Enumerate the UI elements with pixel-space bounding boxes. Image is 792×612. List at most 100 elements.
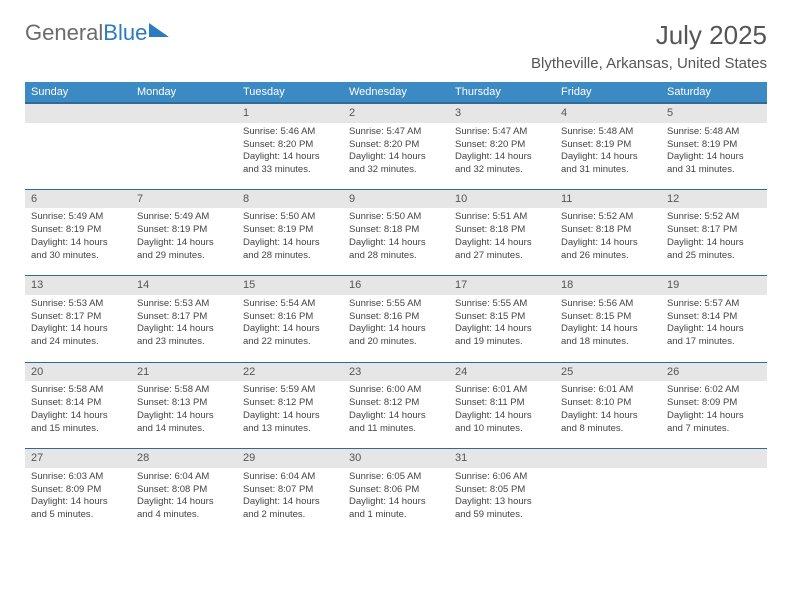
daylight-text: Daylight: 14 hours and 15 minutes. — [31, 410, 125, 436]
day-detail: Sunrise: 5:55 AMSunset: 8:15 PMDaylight:… — [449, 295, 555, 353]
sunset-text: Sunset: 8:08 PM — [137, 484, 231, 497]
day-number — [661, 449, 767, 468]
sunrise-text: Sunrise: 5:56 AM — [561, 298, 655, 311]
day-number: 25 — [555, 363, 661, 382]
day-cell: 8Sunrise: 5:50 AMSunset: 8:19 PMDaylight… — [237, 190, 343, 276]
daylight-text: Daylight: 14 hours and 8 minutes. — [561, 410, 655, 436]
sunrise-text: Sunrise: 5:52 AM — [667, 211, 761, 224]
sunrise-text: Sunrise: 6:04 AM — [137, 471, 231, 484]
day-cell: 24Sunrise: 6:01 AMSunset: 8:11 PMDayligh… — [449, 363, 555, 449]
daylight-text: Daylight: 14 hours and 13 minutes. — [243, 410, 337, 436]
title-block: July 2025 Blytheville, Arkansas, United … — [531, 20, 767, 72]
day-cell: 27Sunrise: 6:03 AMSunset: 8:09 PMDayligh… — [25, 449, 131, 535]
day-number: 19 — [661, 276, 767, 295]
sunset-text: Sunset: 8:14 PM — [31, 397, 125, 410]
day-detail: Sunrise: 6:04 AMSunset: 8:08 PMDaylight:… — [131, 468, 237, 526]
day-number: 11 — [555, 190, 661, 209]
day-cell: 11Sunrise: 5:52 AMSunset: 8:18 PMDayligh… — [555, 190, 661, 276]
weekday-header: Tuesday — [237, 82, 343, 103]
sunrise-text: Sunrise: 5:55 AM — [455, 298, 549, 311]
sunset-text: Sunset: 8:07 PM — [243, 484, 337, 497]
sunset-text: Sunset: 8:17 PM — [31, 311, 125, 324]
daylight-text: Daylight: 14 hours and 33 minutes. — [243, 151, 337, 177]
header: GeneralBlue July 2025 Blytheville, Arkan… — [25, 20, 767, 72]
sunset-text: Sunset: 8:12 PM — [243, 397, 337, 410]
day-number: 10 — [449, 190, 555, 209]
day-cell: 15Sunrise: 5:54 AMSunset: 8:16 PMDayligh… — [237, 276, 343, 362]
day-cell: 29Sunrise: 6:04 AMSunset: 8:07 PMDayligh… — [237, 449, 343, 535]
day-detail: Sunrise: 5:55 AMSunset: 8:16 PMDaylight:… — [343, 295, 449, 353]
daylight-text: Daylight: 14 hours and 10 minutes. — [455, 410, 549, 436]
day-number: 16 — [343, 276, 449, 295]
day-detail: Sunrise: 5:48 AMSunset: 8:19 PMDaylight:… — [661, 123, 767, 181]
daylight-text: Daylight: 14 hours and 32 minutes. — [349, 151, 443, 177]
day-cell: 26 Sunrise: 6:02 AMSunset: 8:09 PMDayligh… — [661, 363, 767, 449]
sunrise-text: Sunrise: 6:03 AM — [31, 471, 125, 484]
sunset-text: Sunset: 8:16 PM — [349, 311, 443, 324]
day-cell: 22Sunrise: 5:59 AMSunset: 8:12 PMDayligh… — [237, 363, 343, 449]
day-number: 31 — [449, 449, 555, 468]
week-row: 6Sunrise: 5:49 AMSunset: 8:19 PMDaylight… — [25, 190, 767, 276]
sunrise-text: Sunrise: 5:59 AM — [243, 384, 337, 397]
day-number: 9 — [343, 190, 449, 209]
sunset-text: Sunset: 8:18 PM — [349, 224, 443, 237]
sunset-text: Sunset: 8:19 PM — [667, 139, 761, 152]
day-detail: Sunrise: 5:52 AMSunset: 8:17 PMDaylight:… — [661, 208, 767, 266]
sunset-text: Sunset: 8:09 PM — [667, 397, 761, 410]
sunrise-text: Sunrise: 6:02 AM — [667, 384, 761, 397]
sunset-text: Sunset: 8:19 PM — [31, 224, 125, 237]
day-cell: 18Sunrise: 5:56 AMSunset: 8:15 PMDayligh… — [555, 276, 661, 362]
sunrise-text: Sunrise: 6:06 AM — [455, 471, 549, 484]
sunset-text: Sunset: 8:13 PM — [137, 397, 231, 410]
day-number: 4 — [555, 104, 661, 123]
weekday-header: Monday — [131, 82, 237, 103]
daylight-text: Daylight: 14 hours and 28 minutes. — [243, 237, 337, 263]
brand-word2: Blue — [103, 20, 169, 46]
day-detail: Sunrise: 5:49 AMSunset: 8:19 PMDaylight:… — [131, 208, 237, 266]
day-detail: Sunrise: 6:04 AMSunset: 8:07 PMDaylight:… — [237, 468, 343, 526]
sunrise-text: Sunrise: 5:54 AM — [243, 298, 337, 311]
day-detail: Sunrise: 5:48 AMSunset: 8:19 PMDaylight:… — [555, 123, 661, 181]
daylight-text: Daylight: 14 hours and 24 minutes. — [31, 323, 125, 349]
day-number: 6 — [25, 190, 131, 209]
sunrise-text: Sunrise: 5:47 AM — [349, 126, 443, 139]
sunset-text: Sunset: 8:14 PM — [667, 311, 761, 324]
day-detail: Sunrise: 5:58 AMSunset: 8:13 PMDaylight:… — [131, 381, 237, 439]
sunset-text: Sunset: 8:15 PM — [455, 311, 549, 324]
day-detail: Sunrise: 5:56 AMSunset: 8:15 PMDaylight:… — [555, 295, 661, 353]
sunset-text: Sunset: 8:19 PM — [243, 224, 337, 237]
daylight-text: Daylight: 14 hours and 20 minutes. — [349, 323, 443, 349]
day-detail: Sunrise: 6:00 AMSunset: 8:12 PMDaylight:… — [343, 381, 449, 439]
day-cell: 2Sunrise: 5:47 AMSunset: 8:20 PMDaylight… — [343, 103, 449, 189]
day-cell: 19Sunrise: 5:57 AMSunset: 8:14 PMDayligh… — [661, 276, 767, 362]
weekday-header: Friday — [555, 82, 661, 103]
sunset-text: Sunset: 8:18 PM — [561, 224, 655, 237]
day-detail: Sunrise: 6:06 AMSunset: 8:05 PMDaylight:… — [449, 468, 555, 526]
day-detail: Sunrise: 5:51 AMSunset: 8:18 PMDaylight:… — [449, 208, 555, 266]
day-detail: Sunrise: 6:01 AMSunset: 8:11 PMDaylight:… — [449, 381, 555, 439]
day-cell: 3Sunrise: 5:47 AMSunset: 8:20 PMDaylight… — [449, 103, 555, 189]
day-number: 8 — [237, 190, 343, 209]
sunset-text: Sunset: 8:19 PM — [137, 224, 231, 237]
day-detail: Sunrise: 5:57 AMSunset: 8:14 PMDaylight:… — [661, 295, 767, 353]
day-number: 26 — [661, 363, 767, 382]
day-detail: Sunrise: 5:49 AMSunset: 8:19 PMDaylight:… — [25, 208, 131, 266]
daylight-text: Daylight: 14 hours and 28 minutes. — [349, 237, 443, 263]
brand-word2-text: Blue — [103, 20, 147, 46]
daylight-text: Daylight: 14 hours and 31 minutes. — [667, 151, 761, 177]
sunrise-text: Sunrise: 6:00 AM — [349, 384, 443, 397]
sunrise-text: Sunrise: 5:55 AM — [349, 298, 443, 311]
sunset-text: Sunset: 8:09 PM — [31, 484, 125, 497]
daylight-text: Daylight: 14 hours and 7 minutes. — [667, 410, 761, 436]
day-cell: 7Sunrise: 5:49 AMSunset: 8:19 PMDaylight… — [131, 190, 237, 276]
daylight-text: Daylight: 14 hours and 11 minutes. — [349, 410, 443, 436]
daylight-text: Daylight: 14 hours and 29 minutes. — [137, 237, 231, 263]
day-number: 5 — [661, 104, 767, 123]
sunrise-text: Sunrise: 6:01 AM — [455, 384, 549, 397]
day-number: 2 — [343, 104, 449, 123]
day-number: 29 — [237, 449, 343, 468]
sunrise-text: Sunrise: 5:53 AM — [31, 298, 125, 311]
day-number: 17 — [449, 276, 555, 295]
weekday-header: Saturday — [661, 82, 767, 103]
sunrise-text: Sunrise: 6:05 AM — [349, 471, 443, 484]
